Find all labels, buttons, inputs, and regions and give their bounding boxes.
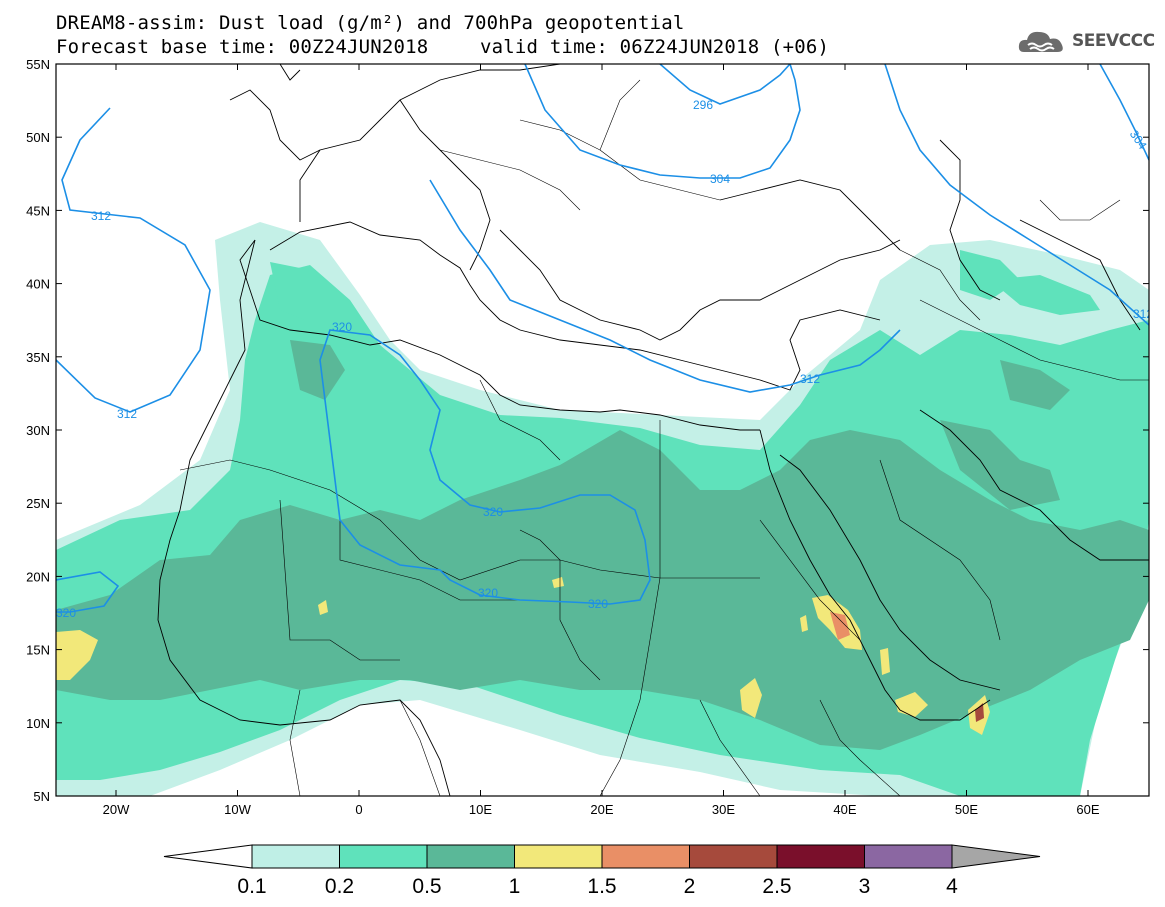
base-time-label: Forecast base time: 00Z24JUN2018 [56,36,429,58]
colorbar-segment [601,844,690,869]
contour-label: 304 [710,172,730,186]
contour-label: 312 [800,372,820,386]
lat-label: 25N [26,496,50,511]
dust-shade-medium-iran [1000,360,1070,410]
colorbar-segment [339,844,428,869]
lon-label: 20E [590,802,613,817]
valid-time-label: valid time: 06Z24JUN2018 (+06) [480,36,830,58]
lat-label: 55N [26,57,50,72]
lat-label: 20N [26,569,50,584]
contour-label: 312 [1133,307,1153,321]
contour-label: 320 [56,606,76,620]
map-title: DREAM8-assim: Dust load (g/m²) and 700hP… [56,12,685,34]
colorbar: 0.1 0.2 0.5 1 1.5 2 2.5 3 4 [163,844,1041,898]
dust-shade-yellow-small3 [880,648,890,675]
lon-label: 50E [955,802,978,817]
lon-label: 60E [1076,802,1099,817]
dust-shade-medium [56,430,1149,750]
lon-label: 0 [355,802,362,817]
lon-label: 40E [833,802,856,817]
dust-shade-medium-atlas [290,340,345,400]
lat-label: 30N [26,423,50,438]
dust-shade-yellow-sudan [740,678,762,718]
colorbar-segment [251,844,340,869]
colorbar-overflow [951,844,1041,869]
contour-label: 296 [693,98,713,112]
contour-label-group: 296 304 304 312 312 312 312 320 320 320 … [56,98,1153,620]
lat-label: 5N [33,789,50,804]
contour-label: 312 [91,209,111,223]
contour-label: 320 [332,320,352,334]
colorbar-segment [689,844,778,869]
lat-label: 45N [26,203,50,218]
dust-shade-yellow-gulf-aden [895,692,928,717]
dust-shade-medium-gulf [940,420,1060,510]
colorbar-underflow [163,844,253,869]
colorbar-segment [514,844,603,869]
dust-shade-darkred [975,703,984,722]
colorbar-label: 1 [509,875,521,898]
map-area: 296 304 304 312 312 312 312 320 320 320 … [56,64,1153,796]
cloud-logo-icon [1018,31,1063,52]
colorbar-segment [864,844,953,869]
colorbar-label: 0.5 [412,875,441,898]
dust-shade-yellow-westafrica [56,630,98,680]
dust-shade-light-caspian [990,275,1100,315]
geopotential-contours [56,64,1149,613]
colorbar-label: 1.5 [587,875,616,898]
lat-label: 40N [26,277,50,292]
colorbar-label: 0.1 [237,875,266,898]
contour-label: 320 [588,597,608,611]
country-borders [179,79,1149,796]
colorbar-label: 4 [946,875,958,898]
seevccc-logo: SEEVCCC [1018,28,1155,54]
colorbar-segment [776,844,865,869]
contour-label: 312 [117,407,137,421]
lon-label: 10E [469,802,492,817]
dust-shade-yellow-small2 [552,577,564,588]
colorbar-segment [426,844,515,869]
dust-shade-orange [830,612,850,640]
latitude-axis: 55N 50N 45N 40N 35N 30N 25N 20N 15N 10N 5N [26,57,1149,804]
lat-label: 15N [26,643,50,658]
logo-text: SEEVCCC [1072,31,1155,51]
lon-label: 20W [103,802,130,817]
dust-shade-light-eastcoast [960,250,1020,300]
contour-label: 320 [478,586,498,600]
lon-label: 30E [712,802,735,817]
dust-shade-yellow-small4 [800,615,808,632]
dust-shade-light-iberia [270,262,330,320]
dust-shade-yellow-small1 [318,600,328,615]
colorbar-label: 0.2 [325,875,354,898]
contour-label: 320 [483,505,503,519]
lat-label: 50N [26,130,50,145]
forecast-times: Forecast base time: 00Z24JUN2018 valid ti… [56,36,829,58]
lon-label: 10W [224,802,251,817]
longitude-axis: 20W 10W 0 10E 20E 30E 40E 50E 60E [103,64,1100,817]
colorbar-label: 2.5 [762,875,791,898]
lat-label: 35N [26,350,50,365]
lat-label: 10N [26,716,50,731]
colorbar-label: 3 [859,875,871,898]
colorbar-label: 2 [684,875,696,898]
